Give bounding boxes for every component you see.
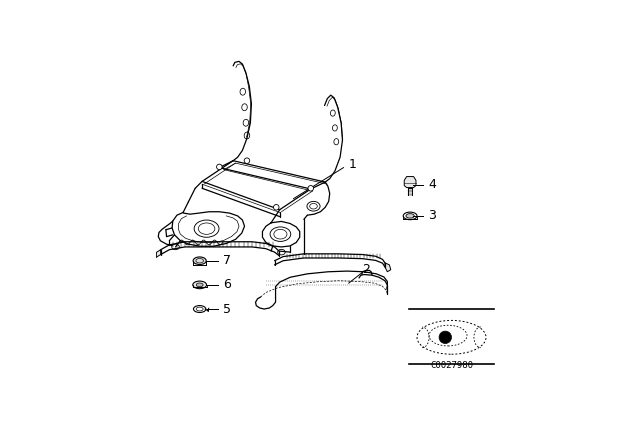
Ellipse shape xyxy=(406,214,414,218)
Circle shape xyxy=(216,164,222,170)
Ellipse shape xyxy=(193,281,207,289)
Circle shape xyxy=(273,204,279,210)
Text: 3: 3 xyxy=(428,209,436,222)
Circle shape xyxy=(439,331,451,344)
Ellipse shape xyxy=(196,307,203,311)
Text: 4: 4 xyxy=(428,178,436,191)
Ellipse shape xyxy=(403,212,417,220)
Text: 5: 5 xyxy=(223,302,231,315)
Text: 2: 2 xyxy=(362,263,370,276)
Circle shape xyxy=(244,158,250,164)
Polygon shape xyxy=(404,177,416,188)
Polygon shape xyxy=(150,253,156,262)
Text: 6: 6 xyxy=(223,278,230,291)
Text: C0027980: C0027980 xyxy=(430,362,473,370)
Ellipse shape xyxy=(193,257,206,264)
Polygon shape xyxy=(156,250,161,257)
Circle shape xyxy=(308,185,314,191)
Polygon shape xyxy=(385,263,391,272)
Ellipse shape xyxy=(193,306,206,313)
Ellipse shape xyxy=(196,283,203,287)
Text: 1: 1 xyxy=(349,158,356,171)
Text: 7: 7 xyxy=(223,254,231,267)
